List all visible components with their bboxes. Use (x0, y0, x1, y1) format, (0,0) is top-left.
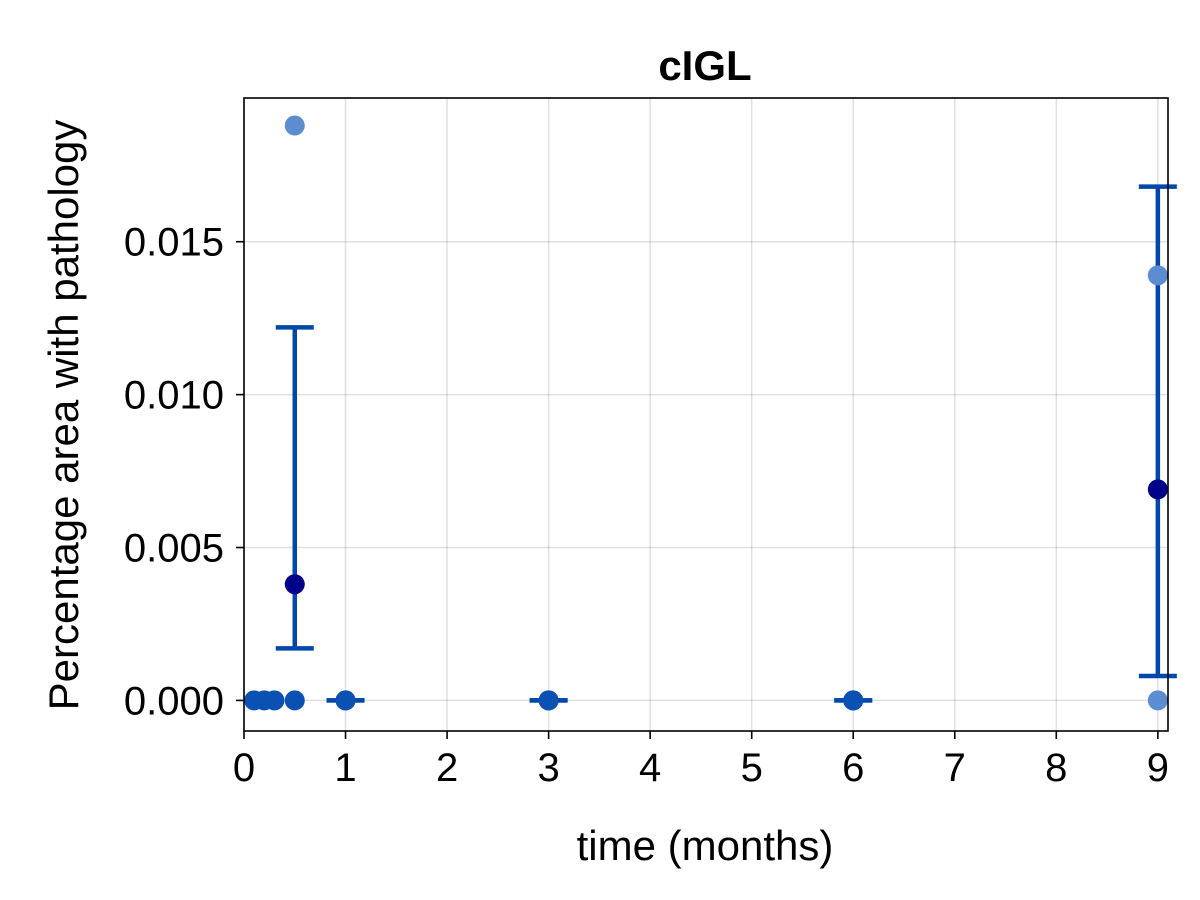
data-point-mean (335, 690, 356, 711)
data-point-mean (843, 690, 864, 711)
data-point-individual (284, 115, 305, 136)
data-points (244, 115, 1168, 711)
x-tick-label: 3 (537, 746, 559, 790)
y-tick-label: 0.010 (124, 374, 224, 418)
x-tick-label: 9 (1147, 746, 1169, 790)
y-tick-label: 0.015 (124, 221, 224, 265)
x-tick-label: 1 (334, 746, 356, 790)
x-tick-label: 2 (436, 746, 458, 790)
data-point-mean (538, 690, 559, 711)
error-bar (1138, 184, 1177, 679)
data-point-individual (1147, 690, 1168, 711)
data-point-zero (264, 690, 285, 711)
axis-ticks: 0 1 2 3 4 5 6 7 8 9 0.000 0.005 0.010 0.015 (124, 221, 1169, 790)
data-point-mean (1147, 479, 1168, 500)
grid (243, 98, 1168, 731)
x-tick-label: 7 (944, 746, 966, 790)
data-point-individual (1147, 265, 1168, 286)
data-point-mean (284, 574, 305, 595)
data-point-zero (284, 690, 305, 711)
y-axis-label: Percentage area with pathology (40, 120, 87, 711)
plot-frame (243, 97, 1169, 732)
x-tick-label: 5 (741, 746, 763, 790)
x-axis-label: time (months) (577, 822, 834, 869)
chart-title: cIGL (658, 42, 751, 89)
x-tick-label: 0 (233, 746, 255, 790)
error-bar (275, 325, 314, 651)
error-bars (275, 184, 1177, 703)
y-tick-label: 0.005 (124, 527, 224, 571)
y-tick-label: 0.000 (124, 679, 224, 723)
x-tick-label: 4 (639, 746, 661, 790)
x-tick-label: 6 (842, 746, 864, 790)
x-tick-label: 8 (1045, 746, 1067, 790)
